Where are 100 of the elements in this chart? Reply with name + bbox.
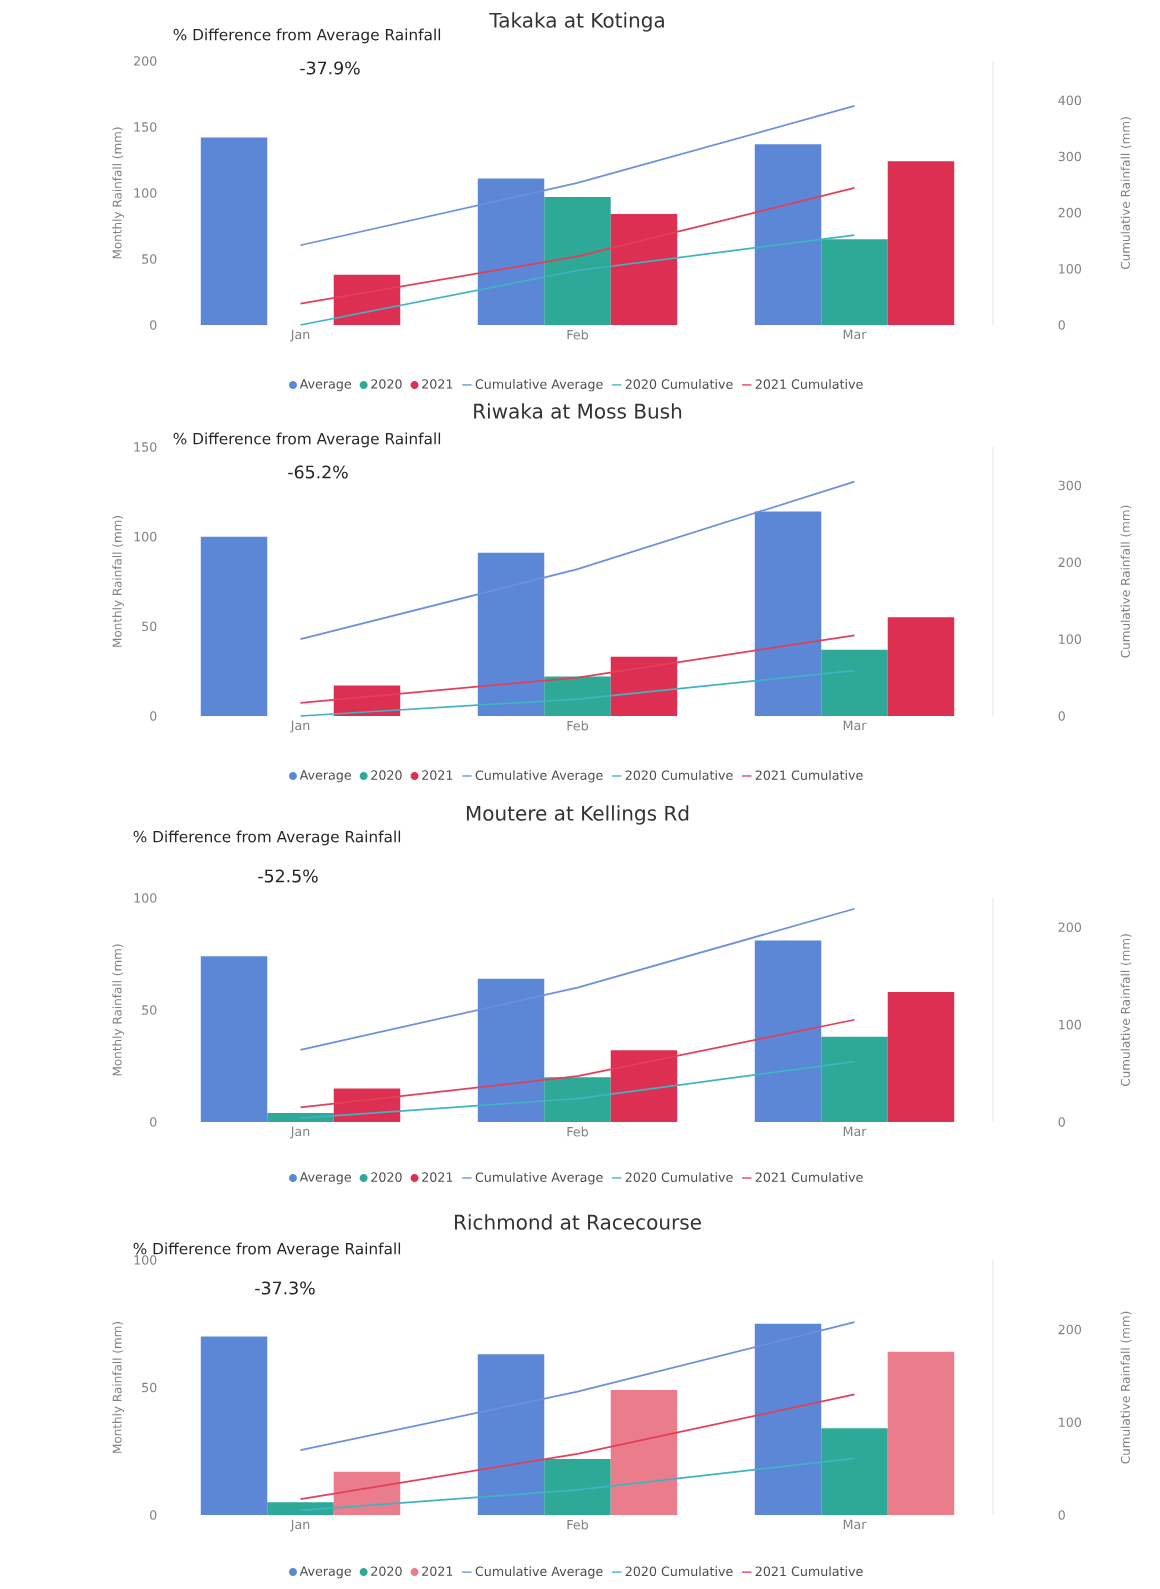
y-axis-title: Monthly Rainfall (mm) <box>112 1321 124 1453</box>
y2-axis-title: Cumulative Rainfall (mm) <box>1120 117 1132 270</box>
y2-tick-label: 0 <box>1058 1117 1065 1127</box>
legend-label: Cumulative Average <box>475 1566 603 1579</box>
y-axis-title: Monthly Rainfall (mm) <box>112 515 124 647</box>
chart-title: Riwaka at Moss Bush <box>474 403 682 419</box>
bar <box>610 1390 678 1515</box>
bar <box>887 1351 955 1515</box>
legend-label: Average <box>299 1172 351 1185</box>
x-tick-label: Feb <box>567 329 589 340</box>
bar <box>821 239 888 325</box>
text: -52.5% <box>258 869 318 883</box>
y2-tick-label: 100 <box>1059 1019 1082 1030</box>
bar <box>200 536 268 716</box>
bar <box>544 676 611 716</box>
legend-label: 2021 <box>422 1566 453 1576</box>
y-axis-title: Monthly Rainfall (mm) <box>112 127 124 259</box>
bar <box>887 992 955 1122</box>
legend-label: 2021 Cumulative <box>755 379 863 389</box>
y-axis-title: Monthly Rainfall (mm) <box>112 944 124 1076</box>
x-tick-label: Mar <box>843 1519 867 1530</box>
legend-label: 2020 Cumulative <box>625 379 733 389</box>
legend-label: 2021 Cumulative <box>755 1172 863 1182</box>
y-tick-label: 100 <box>134 188 157 198</box>
legend-label: 2021 <box>422 1172 453 1182</box>
y2-axis-title: Cumulative Rainfall (mm) <box>1120 505 1132 658</box>
legend-label: 2020 Cumulative <box>625 770 733 780</box>
x-tick-label: Feb <box>567 720 589 731</box>
annotation: % Difference from Average Rainfall <box>173 432 441 448</box>
x-tick-label: Jan <box>290 329 310 342</box>
x-tick-label: Jan <box>290 1519 310 1532</box>
text: % Difference from Average Rainfall <box>133 830 401 846</box>
bar <box>754 511 822 716</box>
bar <box>887 617 955 716</box>
legend-label: 2020 <box>371 1172 402 1182</box>
x-tick-label: Mar <box>843 1126 867 1137</box>
y2-tick-label: 300 <box>1058 480 1082 491</box>
x-tick-label: Feb <box>567 1519 589 1530</box>
bar <box>477 978 545 1122</box>
bar <box>754 940 822 1122</box>
bar <box>200 1336 268 1515</box>
bar <box>544 196 611 325</box>
bar <box>821 649 888 716</box>
y2-tick-label: 0 <box>1058 1510 1065 1520</box>
bar <box>544 1458 611 1515</box>
bar <box>200 137 268 325</box>
y2-tick-label: 0 <box>1058 320 1065 330</box>
annotation: -65.2% <box>288 465 348 479</box>
bar <box>200 956 268 1122</box>
y-tick-label: 50 <box>142 1382 157 1393</box>
y-tick-label: 50 <box>142 254 157 264</box>
y-tick-label: 100 <box>134 1255 157 1265</box>
y-tick-label: 150 <box>134 122 157 132</box>
y-tick-label: 50 <box>142 621 157 632</box>
bar <box>887 161 955 325</box>
bar <box>754 1323 822 1515</box>
y-tick-label: 100 <box>134 531 157 542</box>
bar <box>754 144 822 325</box>
y2-tick-label: 100 <box>1059 634 1082 644</box>
bar <box>267 1502 334 1515</box>
legend-label: 2020 <box>371 379 402 389</box>
y2-tick-label: 100 <box>1059 1417 1082 1428</box>
y2-tick-label: 200 <box>1058 1324 1082 1335</box>
y-tick-label: 0 <box>150 320 157 330</box>
chart-title: Richmond at Racecourse <box>455 1214 701 1230</box>
y2-axis-title: Cumulative Rainfall (mm) <box>1120 1311 1132 1464</box>
x-tick-label: Jan <box>290 1126 310 1139</box>
y2-tick-label: 200 <box>1058 207 1082 218</box>
bar <box>267 1113 334 1122</box>
x-tick-label: Mar <box>843 329 867 340</box>
y-tick-label: 0 <box>150 1510 157 1520</box>
y2-tick-label: 200 <box>1058 922 1082 933</box>
y-tick-label: 200 <box>134 56 157 66</box>
x-tick-label: Mar <box>843 720 867 731</box>
legend-label: Cumulative Average <box>475 379 603 392</box>
y2-tick-label: 400 <box>1058 95 1082 106</box>
bar <box>610 214 678 325</box>
x-tick-label: Jan <box>290 720 310 733</box>
bar <box>333 274 401 325</box>
legend-label: 2021 Cumulative <box>755 1566 863 1577</box>
legend-label: 2020 Cumulative <box>625 1172 733 1182</box>
bar <box>821 1428 888 1515</box>
y2-tick-label: 300 <box>1058 151 1082 162</box>
bar <box>610 1050 678 1122</box>
bar <box>477 552 545 716</box>
legend-label: Average <box>299 379 351 392</box>
text: % Difference from Average Rainfall <box>173 28 441 44</box>
bar <box>477 178 545 325</box>
legend-label: Cumulative Average <box>475 770 603 783</box>
legend-label: Cumulative Average <box>475 1172 603 1185</box>
annotation: -37.9% <box>300 61 360 75</box>
legend-label: 2021 <box>422 379 453 389</box>
legend-label: Average <box>299 770 351 783</box>
y2-tick-label: 200 <box>1058 557 1082 568</box>
y2-tick-label: 100 <box>1059 264 1082 274</box>
bar <box>477 1354 545 1515</box>
y-tick-label: 0 <box>150 1117 157 1127</box>
legend-label: 2020 <box>371 770 402 780</box>
annotation: -37.3% <box>255 1281 315 1295</box>
legend-label: 2020 Cumulative <box>625 1566 733 1577</box>
